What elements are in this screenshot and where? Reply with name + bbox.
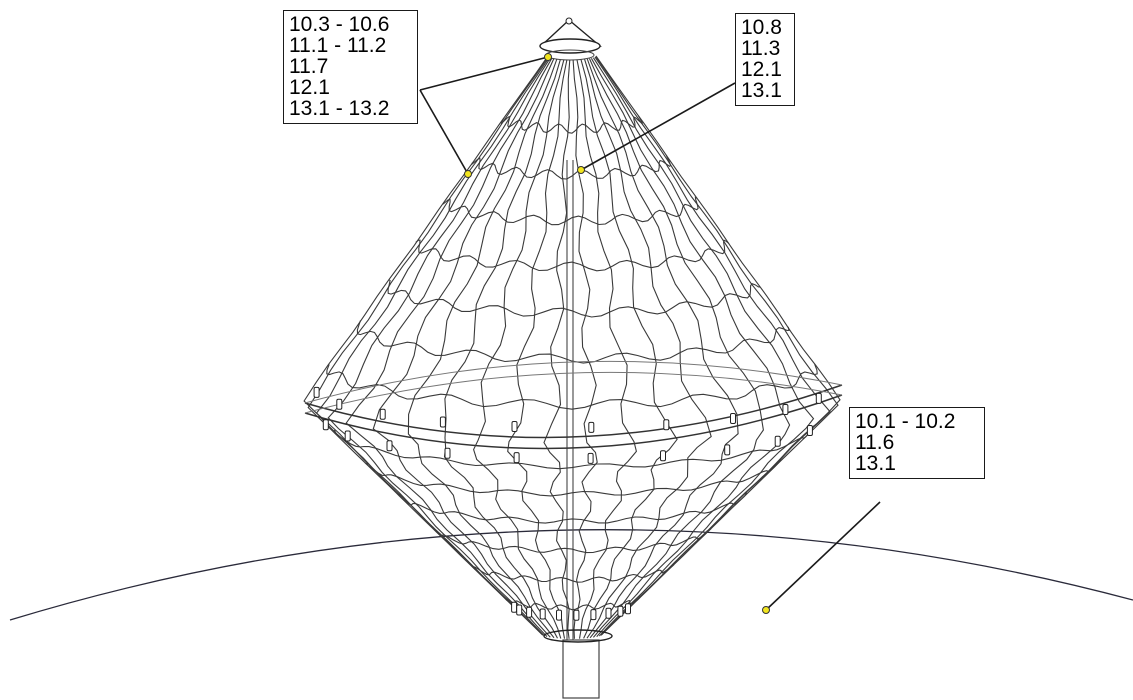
rope-ring	[333, 425, 815, 470]
leader-line-top-right	[580, 82, 736, 171]
callout-line: 10.3 - 10.6	[289, 13, 390, 36]
rope-meridian	[345, 57, 553, 637]
ground-arc	[9, 529, 1133, 621]
callout-line: 12.1	[741, 58, 782, 81]
rope-clamp	[588, 421, 595, 433]
leader-line-top-left-a	[419, 56, 549, 91]
bottom-anchor	[543, 629, 613, 643]
rope-clamp	[513, 452, 520, 464]
equator-hoop	[304, 360, 843, 450]
callout-line: 11.3	[741, 37, 781, 60]
rope-ring	[442, 196, 699, 226]
rope-meridian	[590, 58, 791, 638]
rope-ring	[500, 115, 644, 134]
callout-line: 11.6	[855, 431, 895, 454]
rope-meridian	[586, 58, 739, 639]
rope-clamp	[573, 609, 580, 621]
rope-meridian	[580, 59, 678, 639]
rope-ring	[467, 560, 675, 583]
rope-meridian	[315, 56, 550, 636]
rope-clamp	[516, 604, 523, 616]
callout-line: 10.8	[741, 16, 782, 39]
rope-clamp	[439, 416, 446, 428]
rope-ring	[356, 320, 790, 364]
rope-clamp	[313, 386, 320, 398]
center-post	[562, 160, 600, 699]
rope-meridian	[576, 59, 638, 639]
rope-clamp	[556, 609, 562, 621]
rope-clamp	[386, 440, 393, 452]
rope-clamp	[774, 435, 781, 447]
rope-clamp	[782, 404, 789, 415]
rope-clamp	[344, 430, 351, 442]
callout-top-right: 10.8 11.3 12.1 13.1	[735, 13, 795, 106]
callout-top-left: 10.3 - 10.6 11.1 - 11.2 11.7 12.1 13.1 -…	[283, 10, 418, 124]
rope-clamp	[336, 398, 343, 410]
rope-clamp	[724, 444, 731, 456]
net-clamps	[313, 386, 822, 621]
rope-ring	[364, 458, 782, 497]
callout-line: 13.1 - 13.2	[289, 97, 390, 120]
callout-line: 11.7	[289, 55, 329, 78]
rope-ring	[326, 364, 818, 410]
rope-clamp	[806, 425, 813, 436]
rope-clamp	[539, 608, 546, 620]
rope-ring	[431, 526, 712, 554]
leader-lines	[419, 56, 881, 611]
callout-bottom-right: 10.1 - 10.2 11.6 13.1	[849, 407, 985, 479]
rope-meridian	[595, 55, 841, 635]
markers	[464, 53, 770, 614]
callout-line: 10.1 - 10.2	[855, 410, 956, 433]
rope-clamp	[511, 601, 518, 613]
rope-meridian	[543, 59, 571, 639]
rope-clamp	[444, 447, 451, 459]
leader-line-bottom-right	[765, 501, 881, 611]
rope-ring	[387, 279, 761, 318]
rope-clamp	[590, 609, 597, 621]
marker-dot-ground	[762, 606, 770, 614]
rope-clamp	[587, 452, 594, 464]
rope-clamp	[605, 607, 612, 619]
leader-line-top-left-b	[419, 89, 469, 175]
net-ropes-vertical	[303, 55, 841, 639]
rope-clamp	[815, 392, 822, 404]
rope-clamp	[379, 408, 386, 420]
rope-meridian	[584, 59, 712, 639]
rope-clamp	[617, 605, 624, 617]
rope-meridian	[588, 58, 764, 638]
rope-clamp	[511, 421, 518, 432]
rope-clamp	[322, 419, 329, 431]
rope-ring	[415, 239, 730, 272]
rope-clamp	[526, 606, 533, 618]
rope-ring	[396, 492, 748, 524]
rope-meridian	[507, 59, 568, 639]
rope-meridian	[595, 56, 839, 636]
rope-ring	[471, 154, 672, 180]
rope-meridian	[443, 59, 561, 639]
net-ropes-horizontal	[326, 115, 818, 611]
callout-line: 13.1	[741, 79, 782, 102]
rope-meridian	[592, 57, 815, 637]
rope-meridian	[572, 59, 598, 639]
marker-dot-net-left	[464, 170, 472, 178]
rope-meridian	[327, 57, 551, 637]
rope-clamp	[660, 450, 666, 462]
rope-meridian	[407, 58, 558, 639]
rope-meridian	[372, 58, 555, 638]
callout-line: 13.1	[855, 452, 896, 475]
rope-clamp	[625, 603, 631, 615]
marker-dot-post	[577, 166, 585, 174]
callout-line: 11.1 - 11.2	[289, 34, 387, 57]
rope-clamp	[663, 419, 670, 431]
rope-clamp	[730, 413, 736, 424]
marker-dot-cap	[544, 53, 552, 61]
callout-line: 12.1	[289, 76, 330, 99]
rope-meridian	[473, 59, 565, 639]
